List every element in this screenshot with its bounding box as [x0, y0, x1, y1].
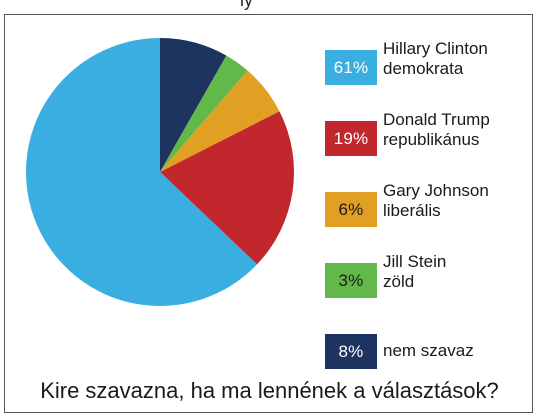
legend-name-johnson: Gary Johnson	[383, 181, 489, 200]
legend-labels-johnson: Gary Johnson liberális	[383, 181, 533, 221]
legend-swatch-trump: 19%	[325, 121, 377, 156]
legend-name-stein: Jill Stein	[383, 252, 447, 271]
legend-name-trump: Donald Trump	[383, 110, 490, 129]
legend-swatch-stein: 3%	[325, 263, 377, 298]
legend-labels-stein: Jill Stein zöld	[383, 252, 533, 292]
cropped-header-text: ly	[0, 0, 539, 14]
legend: 61% Hillary Clinton demokrata 19% Donald…	[325, 39, 530, 379]
legend-labels-clinton: Hillary Clinton demokrata	[383, 39, 533, 79]
chart-caption: Kire szavazna, ha ma lennének a választá…	[40, 378, 499, 403]
legend-party-clinton: demokrata	[383, 59, 464, 78]
legend-item-clinton: 61% Hillary Clinton demokrata	[325, 39, 530, 95]
legend-party-trump: republikánus	[383, 130, 480, 149]
legend-swatch-johnson: 6%	[325, 192, 377, 227]
legend-party-johnson: liberális	[383, 201, 441, 220]
legend-name-clinton: Hillary Clinton	[383, 39, 488, 58]
pie-slice-nonvoter	[160, 38, 227, 172]
pie-chart	[24, 36, 296, 308]
legend-name-nonvoter: nem szavaz	[383, 341, 474, 360]
legend-item-trump: 19% Donald Trump republikánus	[325, 110, 530, 166]
pie-slice-johnson	[160, 70, 280, 172]
legend-party-stein: zöld	[383, 272, 415, 291]
legend-item-nonvoter: 8% nem szavaz	[325, 323, 530, 379]
legend-swatch-nonvoter: 8%	[325, 334, 377, 369]
legend-labels-trump: Donald Trump republikánus	[383, 110, 533, 150]
pie-chart-svg	[26, 38, 294, 306]
legend-item-johnson: 6% Gary Johnson liberális	[325, 181, 530, 237]
legend-swatch-clinton: 61%	[325, 50, 377, 85]
pie-slice-trump	[160, 111, 294, 265]
pie-slice-clinton	[26, 38, 258, 306]
legend-item-stein: 3% Jill Stein zöld	[325, 252, 530, 308]
pie-slice-stein	[160, 55, 248, 173]
legend-labels-nonvoter: nem szavaz	[383, 341, 533, 361]
cropped-header-label: ly	[240, 0, 253, 10]
chart-frame: 61% Hillary Clinton demokrata 19% Donald…	[4, 14, 533, 413]
